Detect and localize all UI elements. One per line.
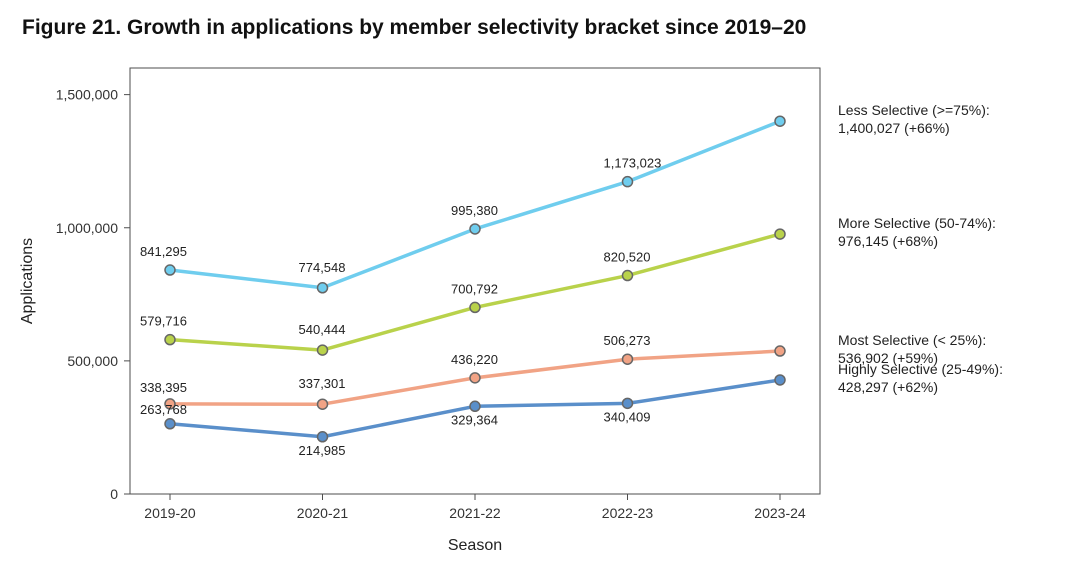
x-axis-title: Season [448,537,502,554]
series-marker [318,283,328,293]
legend-label: 428,297 (+62%) [838,379,938,395]
point-label: 263,768 [140,402,187,417]
point-label: 436,220 [451,352,498,367]
x-tick-label: 2020-21 [297,505,349,521]
point-label: 1,173,023 [604,156,662,171]
series-marker [318,345,328,355]
y-tick-label: 1,000,000 [56,220,118,236]
y-tick-label: 1,500,000 [56,87,118,103]
point-label: 700,792 [451,281,498,296]
legend-label: Highly Selective (25-49%): [838,361,1003,377]
series-marker [165,335,175,345]
figure-title: Figure 21. Growth in applications by mem… [22,16,806,40]
y-axis-title: Applications [19,238,36,324]
series-marker [470,401,480,411]
point-label: 340,409 [604,409,651,424]
series-marker [623,271,633,281]
line-chart: 0 500,000 1,000,000 1,500,000 2019-20 2020-21… [0,54,1080,574]
series-marker [470,302,480,312]
series-marker [165,265,175,275]
y-tick-label: 500,000 [67,353,118,369]
x-tick-label: 2019-20 [144,505,196,521]
point-label: 774,548 [299,260,346,275]
series-marker [470,373,480,383]
series-marker [318,432,328,442]
series-marker [318,399,328,409]
point-label: 540,444 [299,322,346,337]
point-label: 214,985 [299,443,346,458]
legend-label: 1,400,027 (+66%) [838,120,950,136]
series-marker [775,346,785,356]
y-tick-label: 0 [110,486,118,502]
series-marker [165,419,175,429]
series-marker [775,229,785,239]
series-marker [775,375,785,385]
point-label: 337,301 [299,376,346,391]
x-tick-label: 2022-23 [602,505,654,521]
series-marker [470,224,480,234]
legend-label: Most Selective (< 25%): [838,332,986,348]
legend-label: More Selective (50-74%): [838,215,996,231]
point-label: 329,364 [451,412,498,427]
point-label: 820,520 [604,250,651,265]
legend-label: Less Selective (>=75%): [838,102,990,118]
x-tick-label: 2023-24 [754,505,806,521]
series-marker [623,177,633,187]
point-label: 506,273 [604,333,651,348]
series-marker [623,398,633,408]
point-label: 841,295 [140,244,187,259]
x-tick-label: 2021-22 [449,505,501,521]
series-marker [623,354,633,364]
series-marker [775,116,785,126]
point-label: 579,716 [140,314,187,329]
point-label: 338,395 [140,380,187,395]
legend-label: 976,145 (+68%) [838,233,938,249]
point-label: 995,380 [451,203,498,218]
